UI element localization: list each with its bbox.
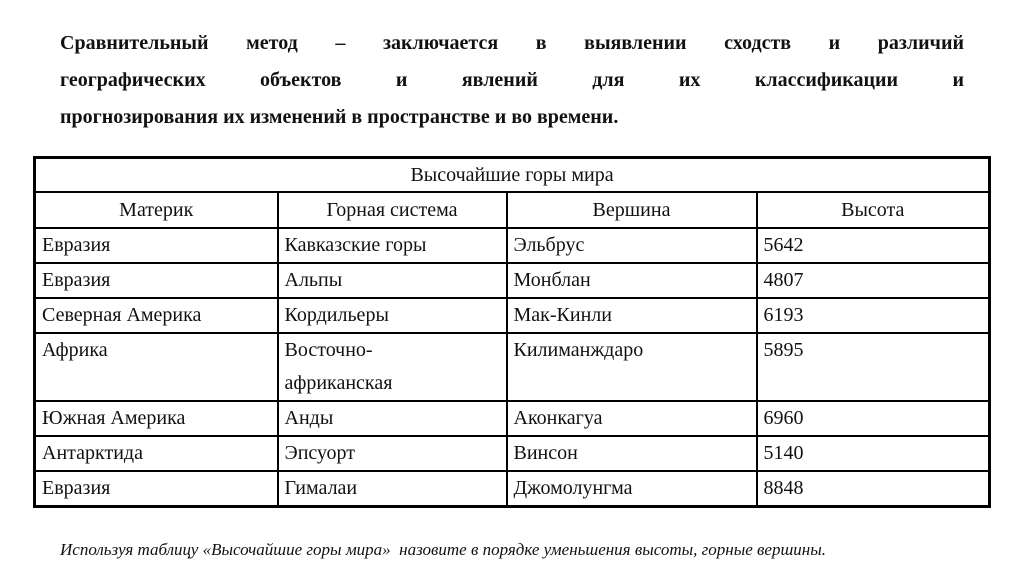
cell-continent: Северная Америка [33,297,279,334]
cell-mountain-system: Кордильеры [276,297,508,334]
task-instruction: Используя таблицу «Высочайшие горы мира»… [60,540,826,559]
intro-line-2: географических объектов и явлений для их… [60,69,964,91]
table-row: Евразия Кавказские горы Эльбрус 5642 [33,227,991,264]
table-row: Антарктида Эпсуорт Винсон 5140 [33,435,991,472]
cell-mountain-system: Гималаи [276,470,508,508]
intro-paragraph: Сравнительный метод – заключается в выяв… [60,25,964,136]
header-peak: Вершина [505,191,758,229]
table-row: Евразия Альпы Монблан 4807 [33,262,991,299]
cell-peak: Килиманждаро [505,332,758,402]
header-height: Высота [755,191,991,229]
table-header-row: Материк Горная система Вершина Высота [33,191,991,229]
cell-mountain-system: Кавказские горы [276,227,508,264]
cell-height: 5895 [755,332,991,402]
table-row: Африка Восточно- африканская Килиманждар… [33,332,991,402]
cell-height: 8848 [755,470,991,508]
cell-height: 5140 [755,435,991,472]
cell-mountain-system: Эпсуорт [276,435,508,472]
table-title: Высочайшие горы мира [33,156,991,193]
table-row: Евразия Гималаи Джомолунгма 8848 [33,470,991,508]
header-continent: Материк [33,191,279,229]
cell-peak: Винсон [505,435,758,472]
cell-height: 5642 [755,227,991,264]
cell-peak: Эльбрус [505,227,758,264]
cell-continent: Антарктида [33,435,279,472]
table-row: Южная Америка Анды Аконкагуа 6960 [33,400,991,437]
cell-continent: Южная Америка [33,400,279,437]
cell-continent: Евразия [33,470,279,508]
cell-height: 6193 [755,297,991,334]
cell-peak: Аконкагуа [505,400,758,437]
intro-line-3: прогнозирования их изменений в пространс… [60,106,619,128]
mountains-table: Высочайшие горы мира Материк Горная сист… [33,156,992,508]
cell-height: 6960 [755,400,991,437]
cell-mountain-system: Восточно- африканская [276,332,508,402]
table-title-row: Высочайшие горы мира [33,156,991,193]
header-mountain-system: Горная система [276,191,508,229]
cell-continent: Африка [33,332,279,402]
cell-peak: Монблан [505,262,758,299]
cell-peak: Мак-Кинли [505,297,758,334]
cell-peak: Джомолунгма [505,470,758,508]
cell-height: 4807 [755,262,991,299]
intro-line-1: Сравнительный метод – заключается в выяв… [60,32,964,54]
cell-continent: Евразия [33,262,279,299]
cell-continent: Евразия [33,227,279,264]
cell-mountain-system: Анды [276,400,508,437]
cell-mountain-system: Альпы [276,262,508,299]
table-row: Северная Америка Кордильеры Мак-Кинли 61… [33,297,991,334]
